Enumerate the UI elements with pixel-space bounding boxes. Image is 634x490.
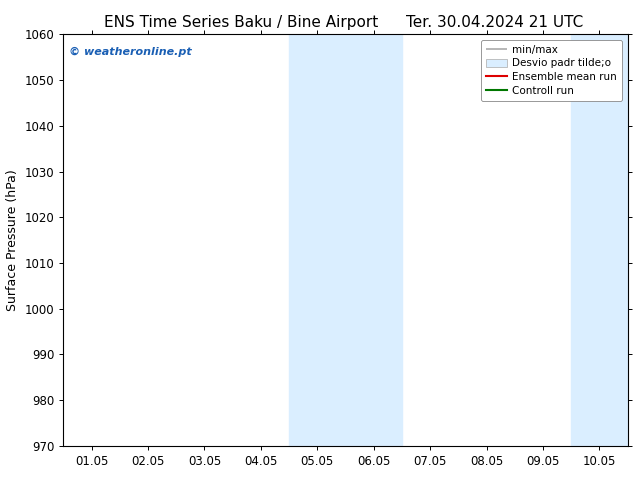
- Bar: [571, 34, 628, 446]
- Legend: min/max, Desvio padr tilde;o, Ensemble mean run, Controll run: min/max, Desvio padr tilde;o, Ensemble m…: [481, 40, 623, 101]
- Bar: [289, 34, 402, 446]
- Y-axis label: Surface Pressure (hPa): Surface Pressure (hPa): [6, 169, 19, 311]
- Text: © weatheronline.pt: © weatheronline.pt: [69, 47, 192, 57]
- Text: Ter. 30.04.2024 21 UTC: Ter. 30.04.2024 21 UTC: [406, 15, 583, 30]
- Text: ENS Time Series Baku / Bine Airport: ENS Time Series Baku / Bine Airport: [104, 15, 378, 30]
